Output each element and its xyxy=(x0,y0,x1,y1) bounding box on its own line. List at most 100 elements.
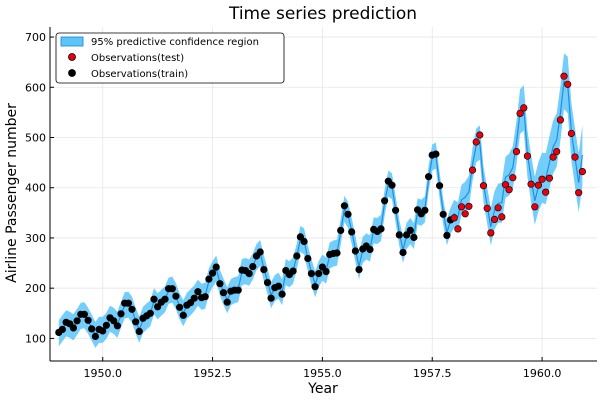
train-observation-point xyxy=(425,173,433,181)
test-observation-point xyxy=(520,104,528,112)
test-observation-point xyxy=(461,210,469,218)
legend: 95% predictive confidence region Observa… xyxy=(55,32,285,84)
train-observation-point xyxy=(399,248,407,257)
test-observation-point xyxy=(542,188,550,196)
train-observation-point xyxy=(267,294,275,302)
train-observation-point xyxy=(84,316,92,324)
test-observation-point xyxy=(567,129,576,138)
test-observation-point xyxy=(556,116,565,124)
train-observation-point xyxy=(194,288,202,296)
train-observation-point xyxy=(340,202,349,210)
train-observation-point xyxy=(146,309,154,317)
confidence-band xyxy=(58,53,583,348)
train-observation-point xyxy=(439,210,447,218)
train-observation-point xyxy=(168,285,176,293)
train-observation-point xyxy=(377,225,385,233)
train-observation-point xyxy=(333,249,341,257)
train-observation-point xyxy=(410,233,418,241)
test-observation-point xyxy=(560,72,568,80)
test-observation-point xyxy=(509,174,517,182)
train-observation-point xyxy=(300,237,308,246)
x-tick-label: 1955.0 xyxy=(303,367,342,380)
train-observation-point xyxy=(256,248,264,256)
train-observation-point xyxy=(201,293,209,301)
test-observation-point xyxy=(512,148,521,156)
train-observation-point xyxy=(190,294,198,302)
x-tick-label: 1952.5 xyxy=(193,367,232,380)
y-tick-label: 700 xyxy=(25,31,46,44)
train-observation-point xyxy=(381,197,389,205)
legend-box xyxy=(55,32,285,84)
train-observation-point xyxy=(99,327,107,335)
test-observation-point xyxy=(545,174,554,182)
test-observation-point xyxy=(501,181,510,189)
train-observation-point xyxy=(421,206,429,214)
test-observation-point xyxy=(498,213,506,221)
x-axis-label: Year xyxy=(307,381,338,397)
test-observation-point xyxy=(571,153,579,161)
train-observation-point xyxy=(436,182,444,190)
x-tick-label: 1960.0 xyxy=(523,367,562,380)
y-tick-label: 200 xyxy=(25,282,46,295)
train-observation-point xyxy=(274,282,283,290)
train-observation-point xyxy=(128,305,136,313)
train-observation-point xyxy=(80,310,88,318)
observation-points-layer xyxy=(55,72,587,341)
test-observation-point xyxy=(534,181,543,189)
train-observation-point xyxy=(205,275,213,283)
y-tick-label: 100 xyxy=(25,332,46,345)
train-observation-point xyxy=(91,332,99,341)
train-observation-point xyxy=(249,263,257,271)
train-observation-point xyxy=(392,206,400,214)
train-observation-point xyxy=(150,295,158,303)
confidence-band-layer xyxy=(58,53,583,348)
test-observation-point xyxy=(575,189,583,197)
train-observation-point xyxy=(223,298,231,306)
y-tick-label: 600 xyxy=(25,81,46,94)
train-observation-point xyxy=(315,270,323,278)
x-tick-label: 1957.5 xyxy=(413,367,452,380)
test-observation-point xyxy=(553,148,561,156)
train-observation-point xyxy=(311,283,319,291)
test-observation-point xyxy=(531,203,539,211)
legend-test-label: Observations(test) xyxy=(91,53,184,64)
train-observation-point xyxy=(209,269,217,277)
train-observation-point xyxy=(289,267,297,275)
train-observation-point xyxy=(245,270,253,278)
train-observation-point xyxy=(432,150,440,158)
train-observation-point xyxy=(263,279,272,287)
train-observation-point xyxy=(179,311,187,319)
test-observation-point xyxy=(527,180,535,188)
train-observation-point xyxy=(355,266,363,274)
y-tick-label: 400 xyxy=(25,182,46,195)
train-observation-point xyxy=(124,299,132,307)
train-observation-point xyxy=(406,226,414,234)
train-observation-point xyxy=(322,268,330,276)
test-observation-point xyxy=(549,153,557,161)
train-observation-point xyxy=(212,263,220,271)
legend-train-marker xyxy=(68,69,76,77)
train-observation-point xyxy=(113,322,121,330)
y-tick-label: 300 xyxy=(25,232,46,245)
test-observation-point xyxy=(479,182,488,190)
train-observation-point xyxy=(117,310,125,318)
test-observation-point xyxy=(505,186,513,194)
train-observation-point xyxy=(344,210,352,218)
train-observation-point xyxy=(278,290,286,298)
axes-layer xyxy=(49,27,597,362)
test-observation-point xyxy=(490,215,499,223)
train-observation-point xyxy=(132,318,140,326)
test-observation-point xyxy=(472,138,480,146)
train-observation-point xyxy=(366,245,374,254)
train-observation-point xyxy=(304,254,312,263)
train-observation-point xyxy=(388,181,396,189)
train-observation-point xyxy=(395,231,403,239)
test-observation-point xyxy=(564,80,572,88)
test-observation-point xyxy=(538,175,546,183)
test-observation-point xyxy=(465,202,473,210)
train-observation-point xyxy=(58,325,67,334)
train-observation-point xyxy=(307,270,316,278)
train-observation-point xyxy=(110,317,118,325)
train-observation-point xyxy=(443,231,451,239)
